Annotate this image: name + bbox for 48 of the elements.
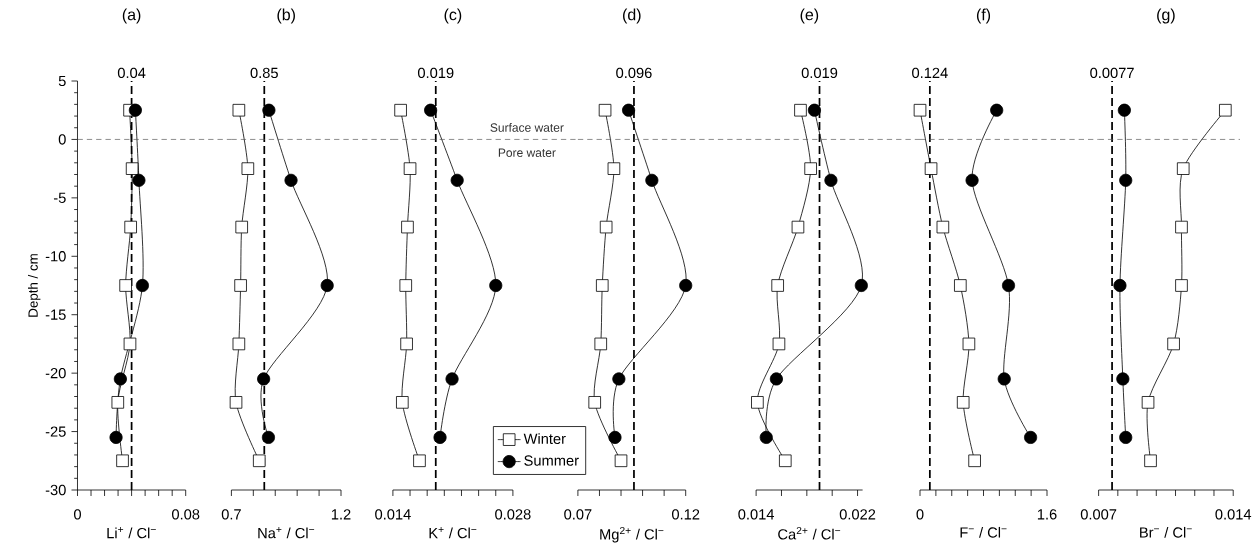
x-axis-title: Ca$^{2+}$ / Cl$^{−}$ [778,526,841,540]
legend-label: Summer [524,455,579,466]
x-tick-label: 0 [73,509,81,520]
x-axis-title: K$^{+}$ / Cl$^{−}$ [429,526,477,539]
x-axis-title: Mg$^{2+}$ / Cl$^{−}$ [600,526,664,543]
x-tick-label: 1.2 [331,509,351,520]
y-tick-label: -30 [45,484,66,496]
chart-title: (d) [623,8,641,24]
y-tick-label: 5 [58,75,66,87]
x-tick-label: 0.12 [671,509,700,520]
x-tick-label: 0.014 [1215,509,1252,520]
x-axis-title: Na$^{+}$ / Cl$^{−}$ [258,526,315,539]
x-axis-title: F$^{−}$ / Cl$^{−}$ [960,526,1007,538]
y-tick-label: -5 [53,192,66,203]
chart-title: (a) [122,8,141,24]
x-tick-label: 0.08 [171,509,200,520]
ref-line-label: 0.019 [801,67,838,79]
ref-line-label: 0.04 [117,67,146,79]
y-tick-label: 0 [58,134,66,145]
x-tick-label: 0.014 [738,509,775,520]
ref-line-label: 0.096 [616,67,652,79]
x-tick-label: 0 [916,509,924,520]
x-tick-label: 0.028 [495,509,531,520]
y-tick-label: -25 [45,426,66,437]
chart-title: (e) [800,8,819,24]
x-tick-label: 0.7 [221,509,241,520]
x-tick-label: 1.6 [1037,509,1057,520]
chart-title: (g) [1157,8,1175,24]
x-axis-title: Br$^{−}$ / Cl$^{−}$ [1140,526,1192,538]
chart-title: (f) [976,8,991,24]
x-tick-label: 0.022 [839,509,876,520]
ref-line-label: 0.85 [250,67,278,79]
legend-label: Winter [523,433,566,444]
annotation: Pore water [498,148,556,157]
chart-title: (b) [277,8,295,24]
y-tick-label: -10 [45,251,66,262]
x-axis-title: Li$^{+}$ / Cl$^{−}$ [107,526,156,539]
chart-title: (c) [444,8,462,24]
y-tick-label: -20 [45,367,66,379]
x-tick-label: 0.007 [1080,509,1117,520]
ref-line-label: 0.019 [417,67,454,79]
y-tick-label: -15 [45,309,66,320]
x-tick-label: 0.07 [564,509,592,520]
annotation: Surface water [490,123,564,132]
ref-line-label: 0.0077 [1090,67,1134,79]
ref-line-label: 0.124 [912,67,948,79]
x-tick-label: 0.014 [375,509,411,520]
y-axis-title: Depth / cm [28,254,41,317]
